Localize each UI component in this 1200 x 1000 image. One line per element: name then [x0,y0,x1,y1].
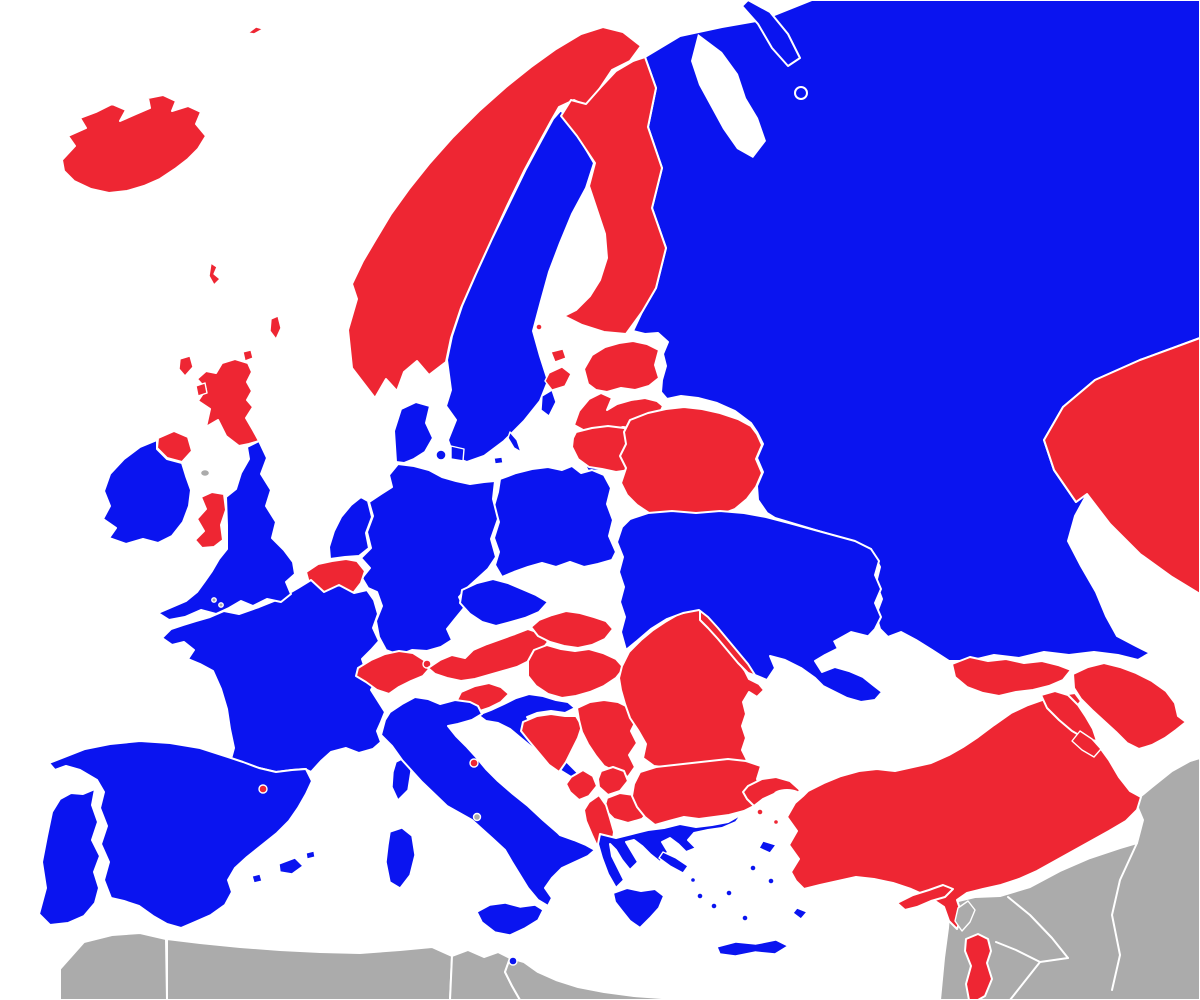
country-andorra [258,784,268,794]
country-wales [194,491,227,549]
country-channel-islands [211,597,224,608]
ibiza-island [251,873,263,884]
hebrides-islands [178,355,194,377]
country-georgia [951,656,1072,697]
country-isle-of-man [199,468,211,478]
skye-island [195,382,208,397]
country-germany [360,463,499,656]
country-morocco [59,932,168,1000]
rhodes-island [792,907,808,920]
imbros-island [756,808,764,816]
country-jan-mayen [247,26,264,35]
cyclades-2 [710,902,718,910]
country-slovakia [530,610,614,649]
menorca-island [305,850,316,860]
cyclades-3 [725,889,733,897]
country-switzerland [355,650,431,695]
country-france [161,579,412,801]
aland-islands [535,323,543,331]
country-spain [48,740,316,929]
country-belarus [619,406,763,518]
border-jordan-iraq [995,941,1069,963]
oland-island [507,431,522,453]
shetland-islands [269,315,282,340]
country-faroe-islands [208,262,221,286]
chios-island [749,864,757,872]
country-azerbaijan [1071,662,1187,758]
country-bulgaria [631,758,763,826]
country-montenegro [565,769,598,801]
country-serbia [576,699,638,778]
peloponnese [612,887,665,929]
sea-of-azov [833,631,884,662]
country-bosnia [520,713,583,773]
country-iceland [61,94,207,194]
country-scotland [178,315,282,447]
nakhchivan-exclave [1071,730,1102,758]
country-portugal [38,788,101,926]
zealand-island [450,445,465,462]
country-israel [964,933,993,1000]
cyclades-1 [696,892,704,900]
country-turkey [742,692,1142,930]
country-italy [380,696,596,936]
border-iraq-iran [1111,842,1138,991]
white-sea [691,34,766,158]
country-san-marino [469,758,479,768]
euboea-island [658,851,689,874]
country-cyprus [896,884,954,911]
country-czechia [459,578,549,627]
aegean-islet [689,876,697,884]
country-denmark [393,401,504,465]
sardinia-island [385,827,416,889]
funen-island [435,449,447,461]
country-poland [493,465,617,578]
hiiumaa-island [550,348,567,363]
crete-island [716,939,789,957]
country-netherlands [328,496,373,560]
country-armenia [1040,690,1098,742]
country-estonia [544,340,660,393]
country-lebanon [954,900,976,932]
novaya-zemlya [741,0,801,67]
sicily-island [476,902,544,936]
samos-island [767,877,775,885]
country-kazakhstan [1043,337,1200,595]
sea-of-marmara [773,789,801,801]
lesbos-island [758,840,777,854]
cyclades-4 [741,914,749,922]
saaremaa-island [544,366,572,391]
country-finland [535,56,667,335]
country-kosovo [597,766,629,796]
turkey-anatolia [786,692,1142,930]
country-libya [504,957,691,1000]
country-england [157,440,296,621]
kolguyev-island [794,86,808,100]
country-algeria [166,938,453,1000]
country-ireland [102,439,192,545]
gotland-island [540,389,557,417]
border-jordan-saudi [1009,961,1041,1000]
country-ukraine [616,510,883,703]
mallorca-island [278,857,304,875]
turkish-aegean-islet [772,818,780,826]
border-syria-iraq [1007,896,1069,959]
country-malta [508,956,518,966]
country-greece [597,813,808,957]
country-vatican-city [472,812,482,822]
bornholm-island [493,456,504,465]
orkney-islands [242,349,254,362]
